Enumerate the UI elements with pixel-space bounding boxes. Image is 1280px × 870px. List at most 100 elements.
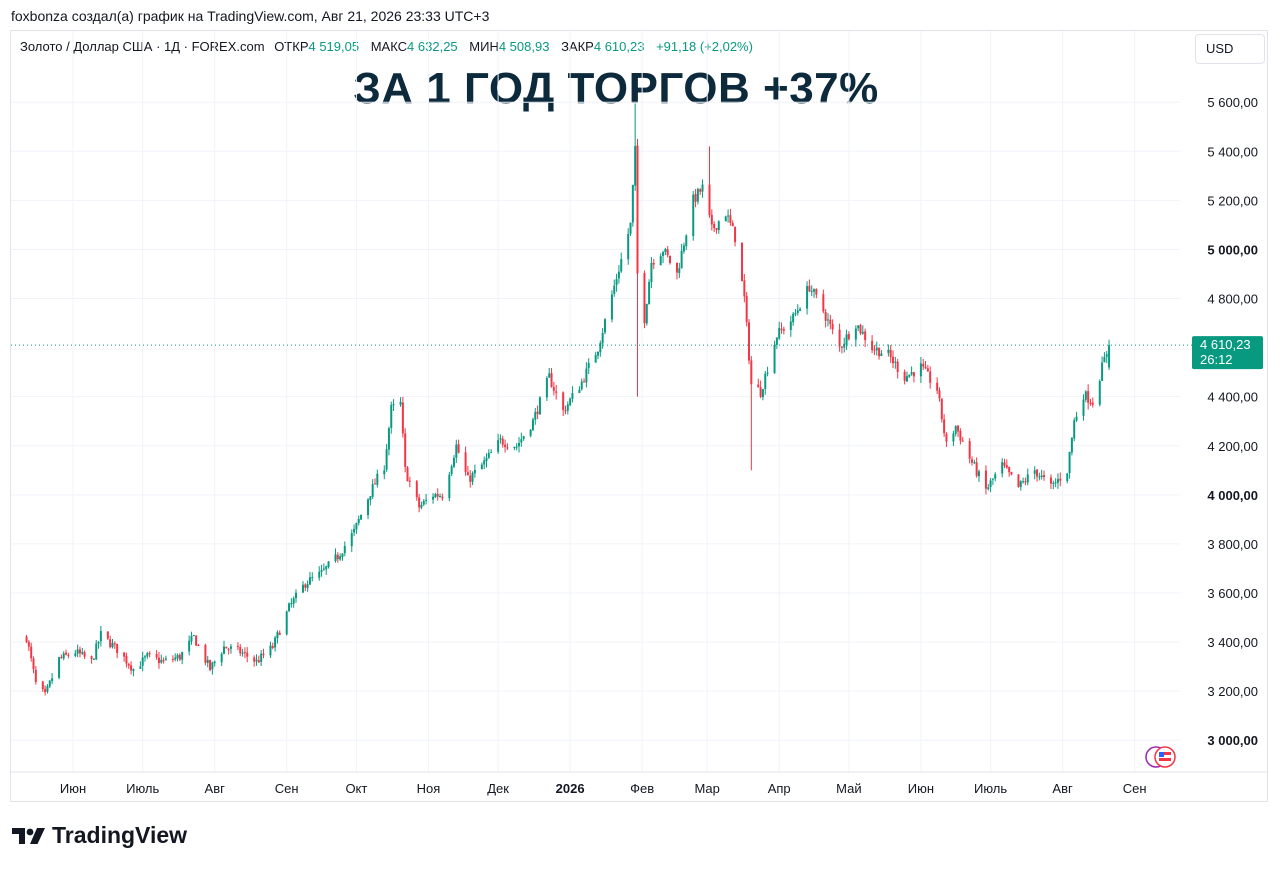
us-flag-stripe-icon xyxy=(1159,758,1171,761)
candle-body xyxy=(99,631,102,642)
candle-body xyxy=(276,632,279,639)
candle-body xyxy=(376,473,379,485)
y-tick-label: 5 400,00 xyxy=(1207,144,1258,159)
y-tick-label: 3 000,00 xyxy=(1207,733,1258,748)
low-label: МИН xyxy=(469,39,499,54)
x-tick-label: Июль xyxy=(974,781,1007,796)
candle-body xyxy=(629,222,632,234)
candle-body xyxy=(373,483,376,485)
candle-body xyxy=(854,328,857,340)
candle-body xyxy=(847,334,850,340)
candle-body xyxy=(1059,478,1062,481)
candle-body xyxy=(222,646,225,654)
candle-body xyxy=(1026,474,1029,483)
currency-button[interactable]: USD xyxy=(1195,34,1265,64)
candle-body xyxy=(1010,471,1013,475)
candle-body xyxy=(650,262,653,283)
candle-body xyxy=(469,475,472,482)
candle-body xyxy=(857,325,860,329)
candle-body xyxy=(190,636,193,642)
candle-body xyxy=(301,584,304,593)
candle-body xyxy=(164,658,167,660)
candle-body xyxy=(594,355,597,363)
candle-body xyxy=(336,554,339,560)
candle-body xyxy=(1017,474,1020,487)
candle-body xyxy=(766,372,769,374)
candle-body xyxy=(764,373,767,389)
candle-body xyxy=(262,653,265,656)
candle-body xyxy=(404,433,407,467)
candle-body xyxy=(383,470,386,475)
candle-body xyxy=(139,666,142,669)
candle-body xyxy=(90,656,93,659)
candle-body xyxy=(320,570,323,572)
candle-body xyxy=(125,655,128,664)
candle-body xyxy=(761,389,764,398)
candle-body xyxy=(789,321,792,331)
candle-body xyxy=(977,471,980,477)
candle-body xyxy=(387,428,390,450)
candle-body xyxy=(1075,416,1078,421)
candle-body xyxy=(392,404,395,406)
candle-body xyxy=(875,347,878,351)
candle-body xyxy=(562,392,565,411)
candle-body xyxy=(350,533,353,547)
candle-body xyxy=(501,438,504,445)
candle-body xyxy=(1068,451,1071,474)
candle-body xyxy=(271,646,274,648)
last-price-badge xyxy=(1192,336,1263,370)
candle-body xyxy=(566,404,569,411)
x-tick-label: 2026 xyxy=(556,781,585,796)
x-tick-label: Ноя xyxy=(417,781,441,796)
candle-body xyxy=(794,313,797,315)
y-tick-label: 5 200,00 xyxy=(1207,193,1258,208)
candle-body xyxy=(439,495,442,497)
candle-body xyxy=(260,653,263,662)
candle-body xyxy=(213,661,216,664)
candle-body xyxy=(220,653,223,663)
candle-body xyxy=(257,660,260,663)
candle-body xyxy=(936,382,939,391)
tradingview-logo[interactable]: TradingView xyxy=(12,822,187,849)
candle-body xyxy=(1087,391,1090,403)
candle-body xyxy=(76,649,79,654)
candle-body xyxy=(371,484,374,497)
candle-body xyxy=(822,294,825,312)
candle-body xyxy=(490,452,493,454)
candle-body xyxy=(669,255,672,263)
candle-body xyxy=(929,371,932,383)
candle-body xyxy=(782,329,785,331)
candle-body xyxy=(734,226,737,243)
last-price-value: 4 610,23 xyxy=(1200,337,1251,352)
candle-body xyxy=(295,592,298,599)
candle-body xyxy=(132,669,135,672)
candle-body xyxy=(908,374,911,377)
chart-pane[interactable] xyxy=(10,30,1268,802)
candle-body xyxy=(773,345,776,374)
candle-body xyxy=(531,419,534,431)
candle-body xyxy=(896,361,899,373)
candle-body xyxy=(304,584,307,588)
candle-body xyxy=(292,598,295,604)
candle-body xyxy=(710,214,713,225)
y-tick-label: 4 200,00 xyxy=(1207,439,1258,454)
candle-body xyxy=(209,660,212,671)
candle-body xyxy=(1091,402,1094,405)
candle-body xyxy=(536,411,539,414)
candle-body xyxy=(408,480,411,482)
candle-body xyxy=(808,285,811,292)
candle-body xyxy=(229,646,232,649)
candle-body xyxy=(1033,470,1036,474)
candle-body xyxy=(968,441,971,459)
headline-text: ЗА 1 ГОД ТОРГОВ +37% xyxy=(353,64,879,113)
candle-body xyxy=(1108,345,1111,368)
candle-body xyxy=(325,566,328,570)
candle-body xyxy=(67,654,70,656)
candle-body xyxy=(236,646,239,648)
candle-body xyxy=(420,504,423,508)
candle-body xyxy=(1036,469,1039,477)
candle-body xyxy=(225,646,228,649)
candle-body xyxy=(485,457,488,462)
y-tick-label: 3 800,00 xyxy=(1207,537,1258,552)
